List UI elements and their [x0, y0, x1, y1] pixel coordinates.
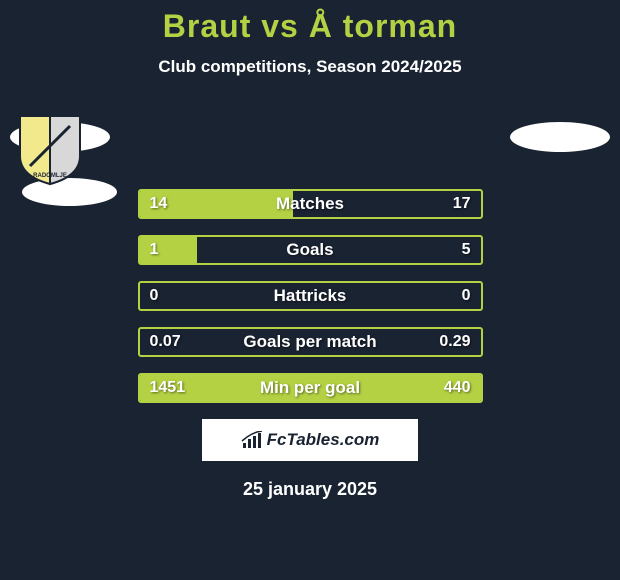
bar-value-right: 0.29: [439, 329, 470, 355]
bar-label: Goals per match: [140, 329, 481, 355]
subtitle: Club competitions, Season 2024/2025: [0, 57, 620, 77]
bar-value-right: 5: [462, 237, 471, 263]
stat-bar-row: 1451Min per goal440: [138, 373, 483, 403]
brand-text: FcTables.com: [241, 430, 380, 450]
chart-icon: [241, 431, 263, 449]
team-right-logo-1: [510, 122, 610, 152]
date-text: 25 january 2025: [0, 479, 620, 500]
stat-bar-row: 14Matches17: [138, 189, 483, 219]
svg-text:RADOMLJE: RADOMLJE: [33, 173, 67, 179]
stat-bar-row: 0Hattricks0: [138, 281, 483, 311]
bar-value-right: 440: [444, 375, 471, 401]
bar-label: Min per goal: [140, 375, 481, 401]
stats-bars: 14Matches17 1Goals5 0Hattricks0 0.07Goals p…: [138, 189, 483, 403]
brand-box: FcTables.com: [202, 419, 418, 461]
stat-bar-row: 1Goals5: [138, 235, 483, 265]
stat-bar-row: 0.07Goals per match0.29: [138, 327, 483, 357]
bar-label: Hattricks: [140, 283, 481, 309]
shield-icon: RADOMLJE: [15, 111, 85, 186]
bar-label: Goals: [140, 237, 481, 263]
page-title: Braut vs Å torman: [0, 0, 620, 45]
bar-value-right: 17: [453, 191, 471, 217]
brand-label: FcTables.com: [267, 430, 380, 450]
bar-label: Matches: [140, 191, 481, 217]
bar-value-right: 0: [462, 283, 471, 309]
